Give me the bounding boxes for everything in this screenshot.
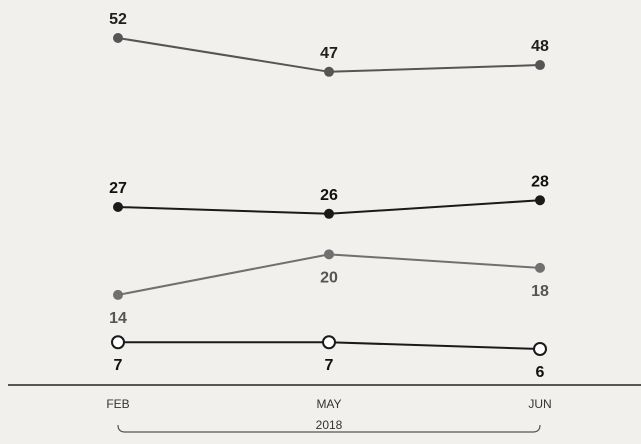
series-4-label-jun: 6	[536, 364, 545, 381]
series-3-point-may	[324, 249, 334, 260]
series-4-label-feb: 7	[114, 357, 123, 374]
series-3-point-jun	[535, 262, 545, 273]
series-2-point-jun	[535, 195, 545, 206]
series-1-point-may	[324, 66, 334, 77]
x-tick-may: MAY	[316, 397, 341, 411]
x-tick-feb: FEB	[106, 397, 129, 411]
series-4: 7 7 6	[111, 335, 547, 381]
series-1-label-jun: 48	[531, 38, 549, 55]
series-3-label-may: 20	[320, 269, 338, 286]
x-axis-ticks: FEB MAY JUN	[106, 397, 551, 411]
series-3-label-feb: 14	[109, 310, 127, 327]
series-2-point-feb	[113, 202, 123, 213]
series-4-label-may: 7	[325, 357, 334, 374]
x-tick-jun: JUN	[528, 397, 551, 411]
series-3: 14 20 18	[109, 249, 549, 327]
series-1-point-feb	[113, 33, 123, 43]
series-4-point-may	[322, 335, 336, 350]
series-2-point-may	[324, 208, 334, 219]
series-4-point-feb	[111, 335, 125, 350]
series-1-label-may: 47	[320, 45, 338, 62]
series-4-point-jun	[533, 342, 547, 356]
year-group-label: 2018	[316, 418, 343, 432]
series-1-label-feb: 52	[109, 11, 127, 28]
series-2-label-feb: 27	[109, 180, 127, 197]
year-bracket	[117, 424, 541, 433]
series-3-label-jun: 18	[531, 283, 549, 300]
series-layer: 52 47 48 27 26 28 14 20 18 7 7 6	[109, 11, 549, 381]
series-1: 52 47 48	[109, 11, 549, 77]
series-2-label-jun: 28	[531, 173, 549, 190]
series-1-point-jun	[535, 60, 545, 71]
series-2-label-may: 26	[320, 187, 338, 204]
series-3-point-feb	[113, 289, 123, 300]
series-2: 27 26 28	[109, 173, 549, 219]
